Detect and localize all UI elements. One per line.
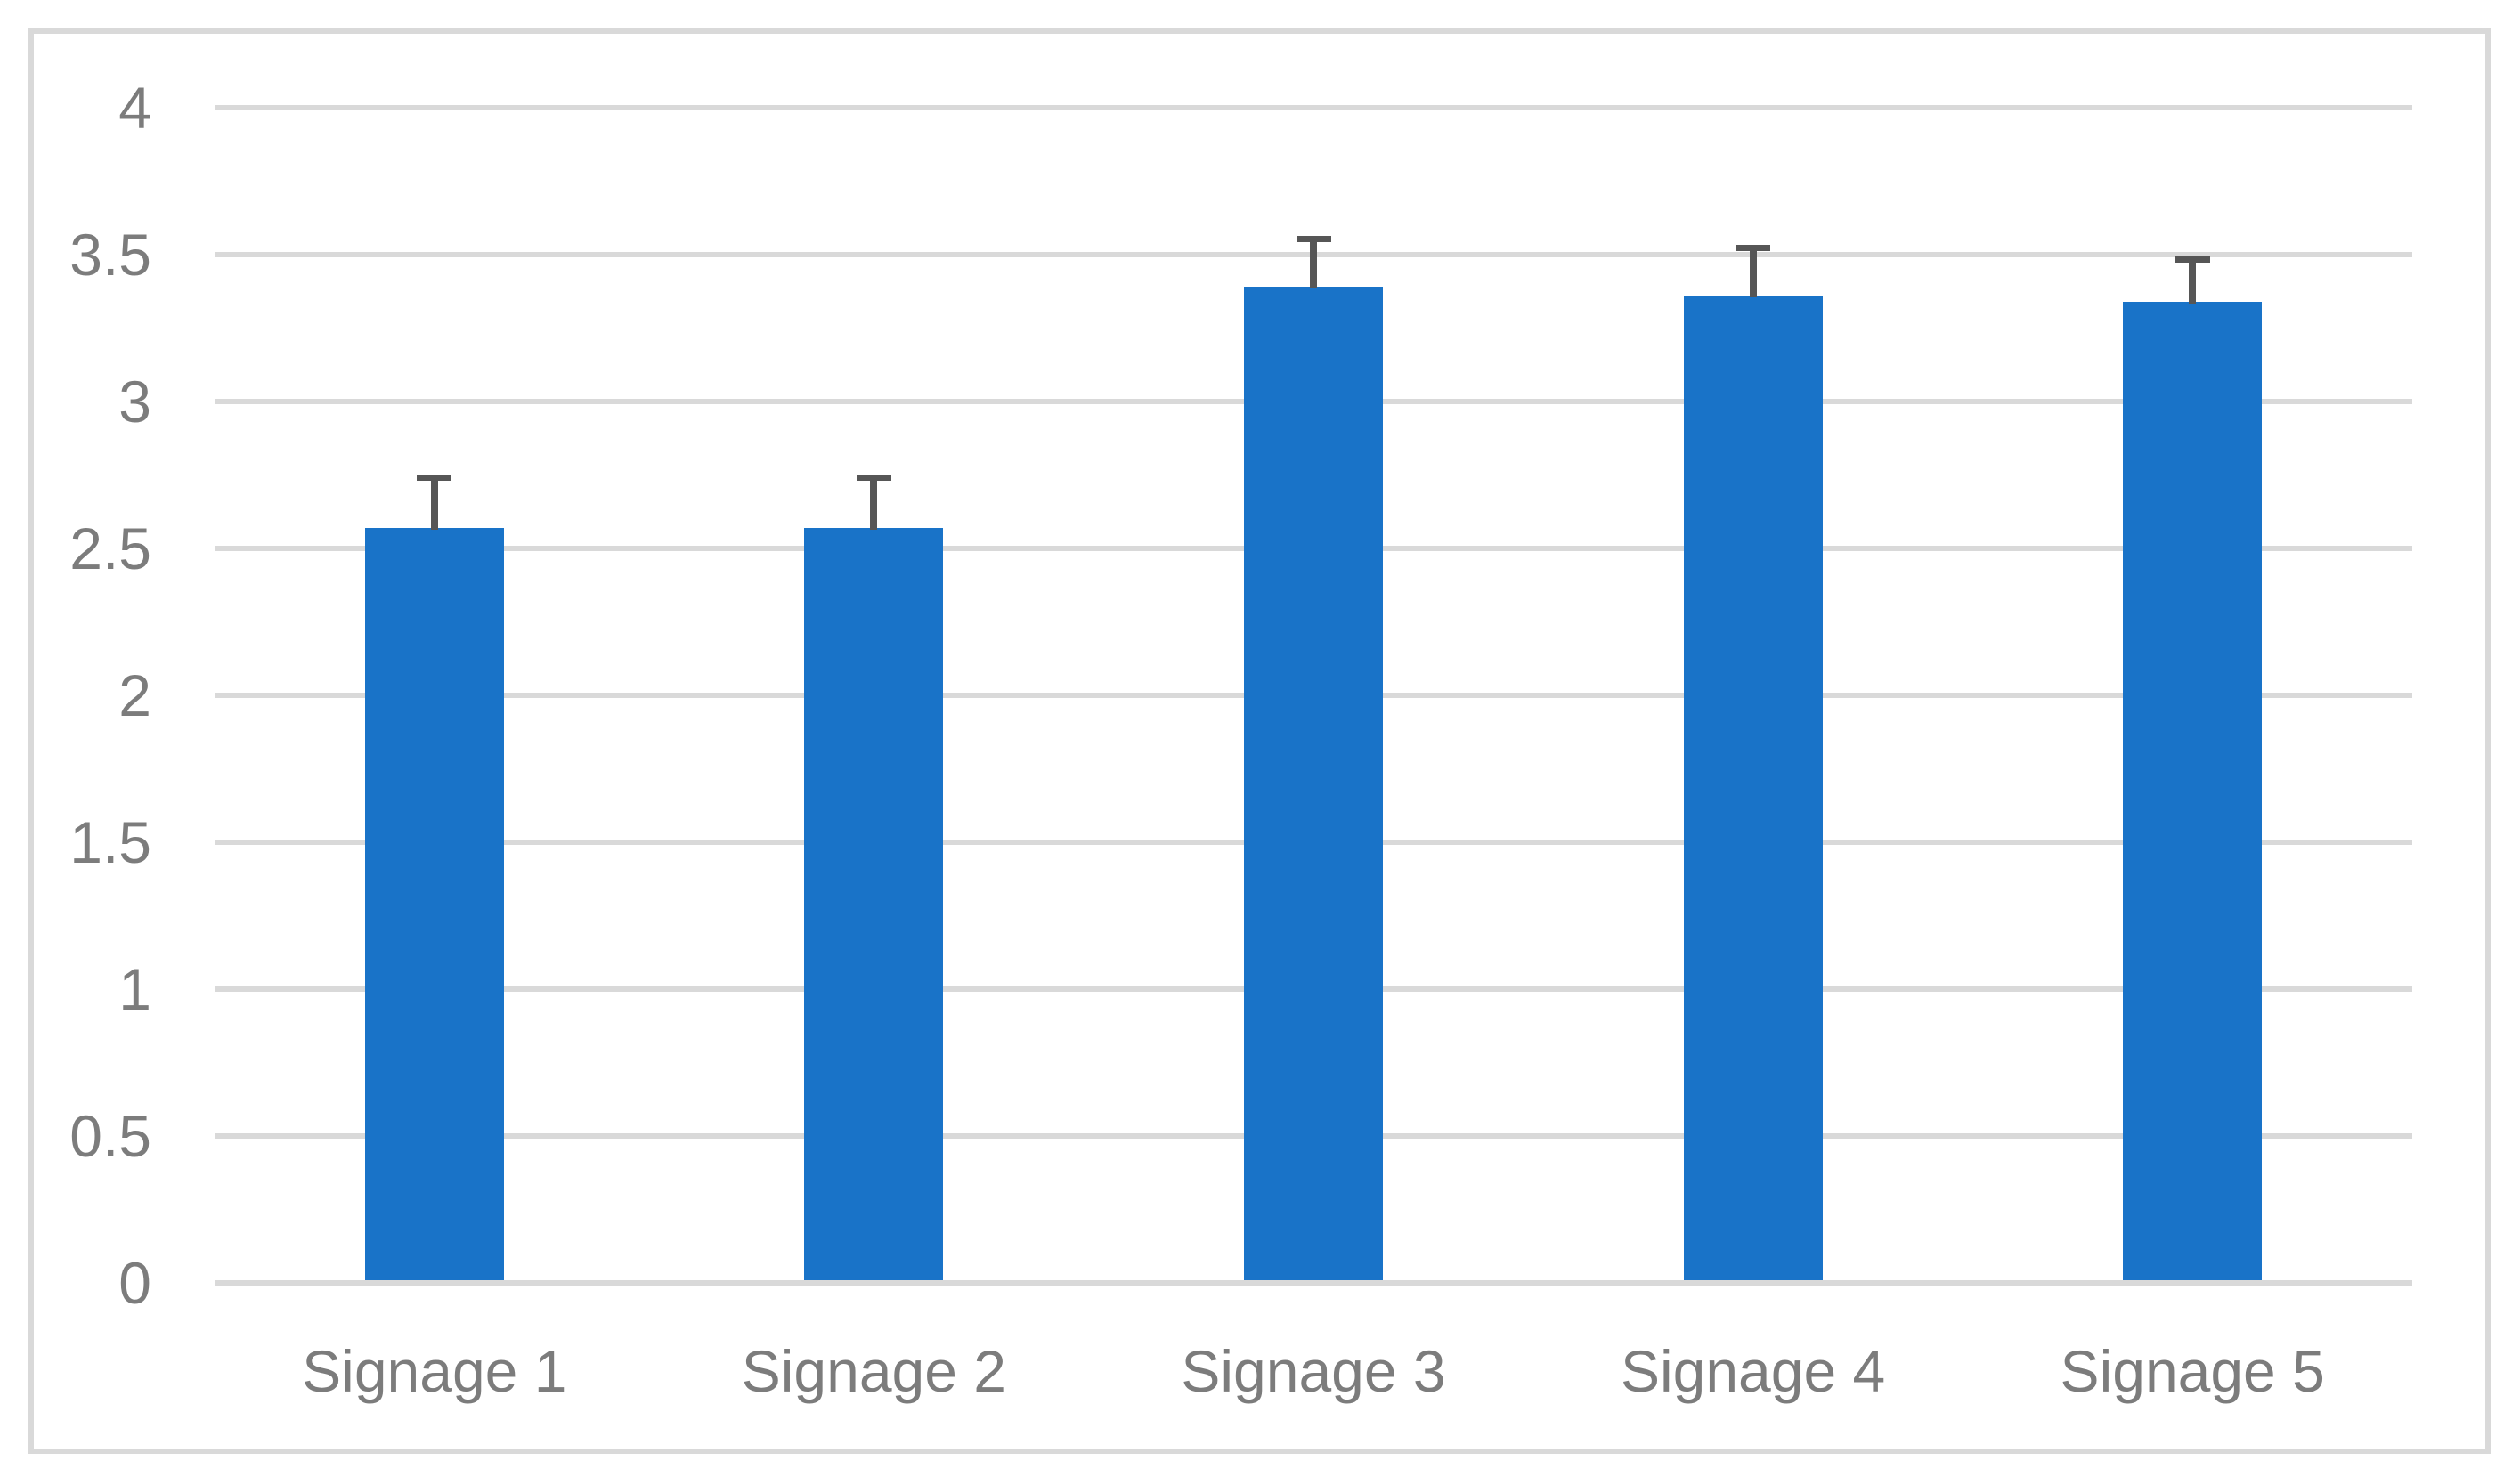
error-bar-stem-signage-5 — [2189, 257, 2197, 304]
error-bar-stem-signage-3 — [1310, 237, 1317, 289]
gridline-y-0 — [215, 1280, 2412, 1286]
y-tick-label-0.5: 0.5 — [69, 1103, 151, 1169]
error-bar-cap-signage-5 — [2175, 256, 2210, 264]
bar-signage-1 — [364, 527, 504, 1280]
x-category-label-signage-2: Signage 2 — [741, 1338, 1007, 1404]
x-category-label-signage-4: Signage 4 — [1620, 1338, 1886, 1404]
error-bar-stem-signage-4 — [1749, 246, 1757, 298]
error-bar-stem-signage-1 — [430, 475, 438, 530]
y-tick-label-4: 4 — [118, 75, 151, 141]
y-tick-label-3.5: 3.5 — [69, 222, 151, 288]
y-tick-label-2: 2 — [118, 662, 151, 728]
error-bar-cap-signage-4 — [1736, 245, 1771, 252]
error-bar-cap-signage-3 — [1296, 236, 1331, 243]
y-tick-label-1.5: 1.5 — [69, 809, 151, 875]
x-category-label-signage-3: Signage 3 — [1181, 1338, 1446, 1404]
x-category-label-signage-1: Signage 1 — [302, 1338, 567, 1404]
error-bar-cap-signage-2 — [856, 474, 891, 481]
bar-signage-2 — [804, 527, 944, 1280]
bar-signage-4 — [1683, 296, 1823, 1280]
y-tick-label-0: 0 — [118, 1250, 151, 1316]
y-tick-label-2.5: 2.5 — [69, 515, 151, 581]
y-tick-label-1: 1 — [118, 956, 151, 1022]
x-category-label-signage-5: Signage 5 — [2060, 1338, 2325, 1404]
bar-signage-5 — [2123, 301, 2263, 1280]
error-bar-stem-signage-2 — [870, 475, 878, 530]
y-tick-label-3: 3 — [118, 369, 151, 434]
error-bar-cap-signage-1 — [417, 474, 452, 481]
gridline-y-4 — [215, 105, 2412, 110]
bar-signage-3 — [1244, 287, 1383, 1280]
